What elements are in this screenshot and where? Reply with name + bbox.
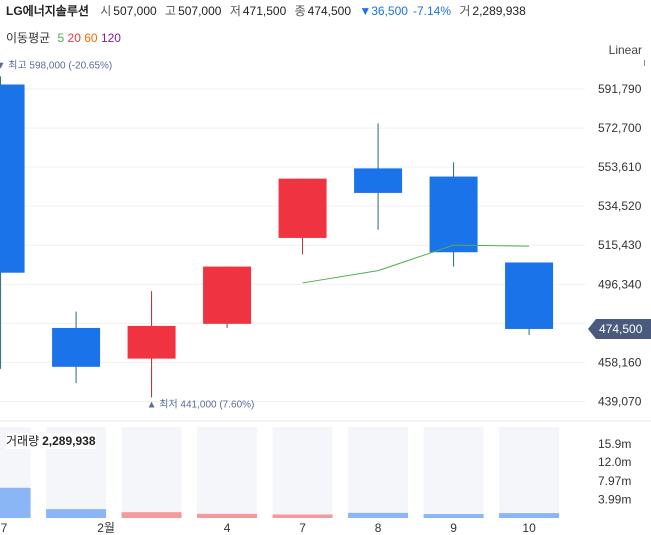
ma-60-label[interactable]: 60 (84, 31, 98, 45)
candle-body (52, 327, 101, 367)
low-value: 471,500 (242, 4, 287, 18)
volume-slot-background (272, 427, 333, 518)
x-axis-tick-label: 9 (450, 521, 457, 535)
price-axis-tick-label: 515,430 (598, 238, 642, 252)
price-axis-tick-label: 553,610 (598, 160, 642, 174)
high-label: 고 (165, 4, 177, 18)
volume-panel-title: 거래량 (6, 434, 40, 448)
volume-slot-background (121, 427, 182, 518)
stock-name: LG에너지솔루션 (6, 4, 89, 18)
price-axis-tick-label: 572,700 (598, 121, 642, 135)
x-axis-tick-label: 27 (0, 521, 8, 535)
scale-label: Linear (608, 43, 642, 57)
volume-axis-tick-label: 3.99m (598, 492, 631, 506)
volume-bar (46, 509, 107, 518)
volume-value: 2,289,938 (472, 4, 526, 18)
volume-panel-value: 2,289,938 (42, 434, 96, 448)
volume-bar (197, 513, 258, 518)
x-axis-tick-label: 4 (224, 521, 231, 535)
close-value: 474,500 (307, 4, 352, 18)
volume-bar (348, 512, 409, 518)
candle-body (278, 178, 327, 238)
moving-average-legend[interactable]: 이동평균 5 20 60 120 (6, 30, 121, 46)
x-axis-tick-label: 2월 (97, 521, 115, 535)
volume-label: 거 (459, 4, 471, 18)
volume-slot-background (197, 427, 258, 518)
chart-header: LG에너지솔루션 시 507,000 고 507,000 저 471,500 종 474… (6, 2, 531, 20)
high-value: 507,000 (178, 4, 222, 18)
x-axis-tick-label: 10 (522, 521, 536, 535)
volume-bar (499, 513, 560, 518)
scale-tick-mark (644, 60, 645, 66)
volume-bar (272, 514, 333, 518)
change-percent: -7.14% (412, 4, 451, 18)
volume-axis-tick-label: 15.9m (598, 437, 631, 451)
volume-slot-background (348, 427, 409, 518)
volume-bar (423, 514, 484, 518)
ma-120-label[interactable]: 120 (100, 31, 121, 45)
change-value: ▼36,500 (359, 4, 408, 18)
price-axis-tick-label: 534,520 (598, 199, 642, 213)
open-label: 시 (100, 4, 112, 18)
max-price-annotation: ▼ 최고 598,000 (-20.65%) (0, 59, 112, 71)
volume-bar (121, 512, 182, 518)
volume-slot-background (499, 427, 560, 518)
volume-bar (0, 487, 31, 518)
ma5-line (302, 244, 530, 284)
last-price-tag (588, 318, 651, 339)
candle-body (354, 168, 403, 193)
price-axis-tick-label: 439,070 (598, 394, 642, 408)
min-price-annotation: ▲ 최저 441,000 (7.60%) (147, 398, 255, 410)
ma-title: 이동평균 (6, 31, 51, 45)
candle-body (505, 262, 554, 329)
candle-body (127, 325, 176, 359)
volume-slot-background (423, 427, 484, 518)
candle-body (0, 84, 25, 273)
price-axis-tick-label: 458,160 (598, 355, 642, 369)
open-value: 507,000 (113, 4, 157, 18)
scale-toggle[interactable]: Linear (608, 43, 645, 66)
low-label: 저 (229, 4, 241, 18)
close-label: 종 (294, 4, 306, 18)
volume-panel-label: 거래량 2,289,938 (6, 433, 96, 449)
price-axis-tick-label: 496,340 (598, 277, 642, 291)
x-axis-tick-label: 8 (375, 521, 382, 535)
ma-20-label[interactable]: 20 (67, 31, 81, 45)
candle-body (429, 176, 478, 253)
volume-axis-tick-label: 12.0m (598, 455, 631, 469)
ma-5-label[interactable]: 5 (57, 31, 65, 45)
volume-axis-tick-label: 7.97m (598, 474, 631, 488)
x-axis-tick-label: 7 (299, 521, 306, 535)
price-axis-tick-label: 591,790 (598, 82, 642, 96)
candle-body (203, 266, 252, 324)
last-price-label: 474,500 (599, 322, 643, 336)
